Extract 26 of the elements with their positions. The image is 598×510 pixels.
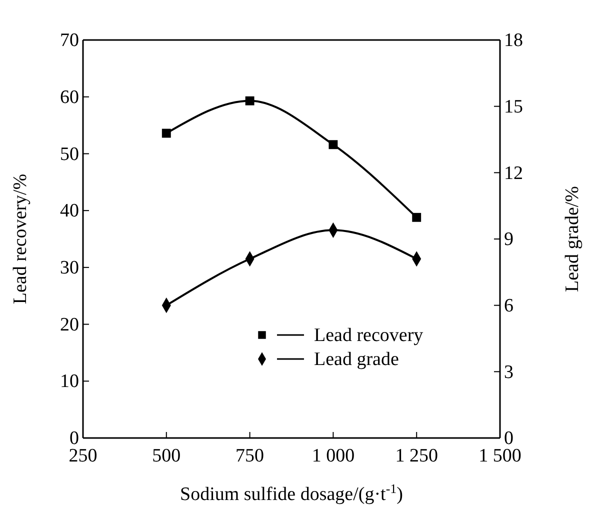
x-axis-title: Sodium sulfide dosage/(g·t$^{-1}$)	[180, 480, 403, 505]
point	[328, 140, 338, 150]
y2-tick-label: 15	[504, 96, 523, 118]
y2-tick-label: 18	[504, 30, 523, 52]
y-axis-title: Lead recovery/%	[10, 174, 31, 304]
y-tick-label: 50	[60, 144, 79, 165]
legend-label: Lead recovery	[314, 325, 424, 346]
y-tick-label: 30	[60, 258, 79, 279]
point	[412, 212, 422, 222]
legend-label: Lead grade	[314, 349, 399, 370]
point	[245, 96, 254, 106]
point	[162, 128, 171, 138]
y-tick-label: 70	[60, 30, 79, 52]
y-tick-label: 20	[60, 314, 79, 336]
x-tick-label: 1 250	[395, 445, 438, 466]
x-tick-label: 500	[152, 445, 181, 466]
x-tick-label: 1 000	[312, 445, 355, 466]
y2-tick-label: 9	[504, 229, 514, 250]
y2-tick-label: 12	[504, 162, 523, 184]
y2-tick-label: 6	[504, 295, 514, 316]
y-tick-label: 10	[60, 371, 79, 392]
y2-axis-title: Lead grade/%	[562, 186, 583, 292]
y2-tick-label: 3	[504, 362, 514, 383]
y-tick-label: 60	[60, 86, 79, 108]
x-tick-label: 750	[236, 445, 264, 466]
y-tick-label: 40	[60, 200, 79, 222]
